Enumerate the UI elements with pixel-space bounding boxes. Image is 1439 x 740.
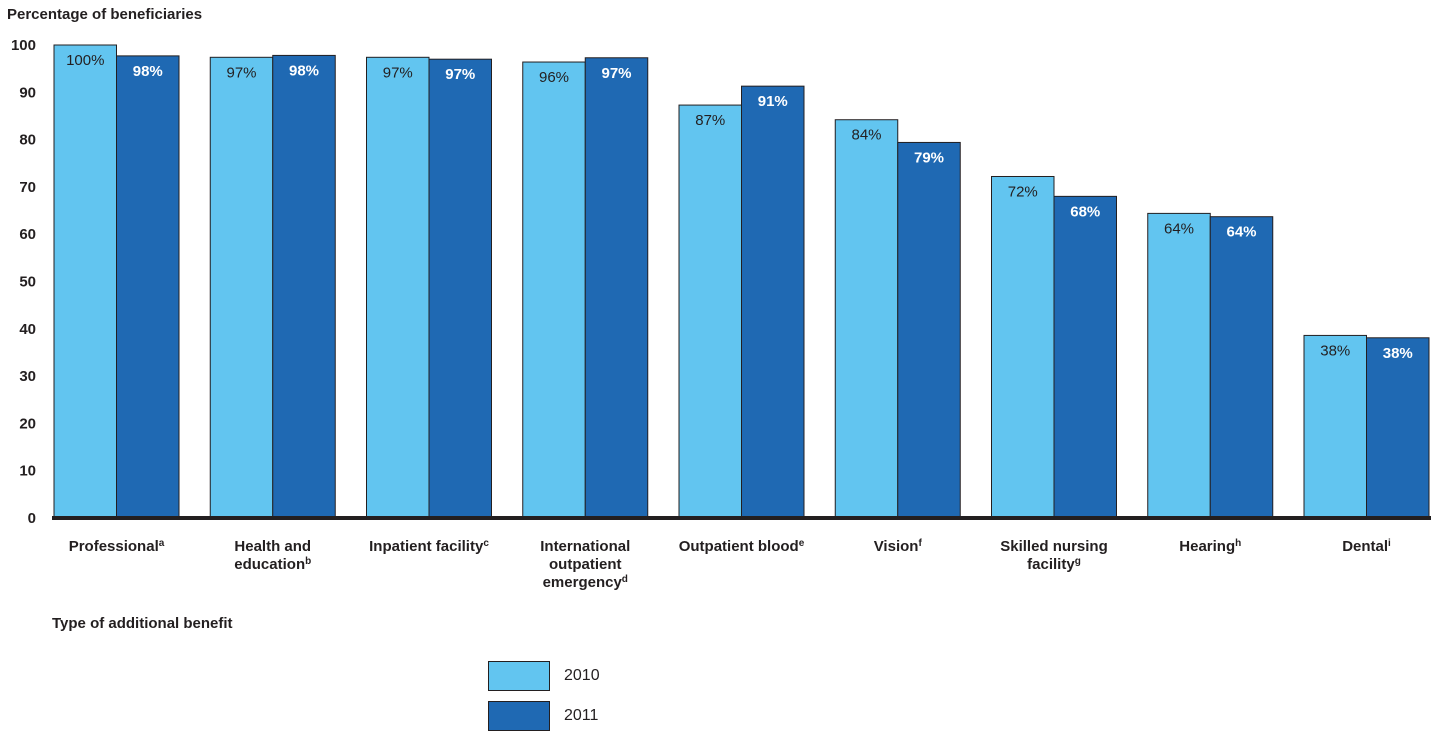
y-tick-label: 10 <box>19 463 36 480</box>
category-name: Dental <box>1342 538 1388 555</box>
data-label-2011: 97% <box>445 66 475 83</box>
category-name: International outpatient emergency <box>540 538 630 591</box>
data-label-2010: 87% <box>695 112 725 129</box>
x-tick-label: Professionala <box>42 538 192 556</box>
category-name: Skilled nursing facility <box>1000 538 1108 573</box>
y-tick-label: 30 <box>19 368 36 385</box>
data-label-2010: 72% <box>1008 183 1038 200</box>
x-tick-label: Hearingh <box>1135 538 1285 556</box>
bar-2010 <box>210 57 273 518</box>
bar-2010 <box>1148 213 1211 518</box>
category-note: c <box>483 538 489 549</box>
category-note: h <box>1235 538 1241 549</box>
legend-item-2010: 2010 <box>488 660 600 692</box>
bar-2010 <box>367 57 430 518</box>
y-tick-label: 0 <box>28 510 36 527</box>
x-axis-title: Type of additional benefit <box>52 615 233 632</box>
x-tick-label: Outpatient bloode <box>667 538 817 556</box>
data-label-2011: 68% <box>1070 203 1100 220</box>
data-label-2010: 97% <box>226 64 256 81</box>
legend-label-2010: 2010 <box>564 667 600 685</box>
category-note: b <box>305 556 311 567</box>
data-label-2011: 98% <box>133 63 163 80</box>
bar-2010 <box>523 62 586 518</box>
category-note: g <box>1075 556 1081 567</box>
category-note: f <box>918 538 921 549</box>
y-tick-label: 40 <box>19 321 36 338</box>
y-tick-label: 80 <box>19 132 36 149</box>
data-label-2010: 84% <box>851 127 881 144</box>
data-label-2010: 97% <box>383 64 413 81</box>
legend-label-2011: 2011 <box>564 707 598 725</box>
x-tick-label: Health and educationb <box>198 538 348 574</box>
bar-2010 <box>54 45 117 518</box>
data-label-2010: 100% <box>66 52 104 69</box>
data-label-2011: 38% <box>1383 345 1413 362</box>
bar-2011 <box>1367 338 1430 518</box>
x-tick-label: Dentali <box>1292 538 1439 556</box>
bar-2011 <box>429 59 492 518</box>
category-name: Health and education <box>234 538 311 573</box>
x-tick-label: International outpatient emergencyd <box>510 538 660 592</box>
legend-swatch-2010 <box>488 661 550 691</box>
category-note: e <box>799 538 805 549</box>
data-label-2010: 96% <box>539 69 569 86</box>
y-tick-label: 50 <box>19 274 36 291</box>
data-label-2011: 97% <box>601 65 631 82</box>
bar-2010 <box>1304 335 1367 518</box>
data-label-2010: 64% <box>1164 220 1194 237</box>
y-tick-label: 100 <box>11 37 36 54</box>
y-axis-ticks: 0 10 20 30 40 50 60 70 80 90 100 <box>11 37 36 527</box>
category-note: a <box>159 538 165 549</box>
bar-2011 <box>273 55 336 518</box>
bar-2011 <box>585 58 648 518</box>
data-label-2010: 38% <box>1320 342 1350 359</box>
category-name: Outpatient blood <box>679 538 799 555</box>
category-name: Vision <box>874 538 919 555</box>
x-tick-label: Inpatient facilityc <box>354 538 504 556</box>
bar-2010 <box>992 176 1055 518</box>
legend-item-2011: 2011 <box>488 700 600 732</box>
category-name: Inpatient facility <box>369 538 483 555</box>
y-tick-label: 90 <box>19 84 36 101</box>
y-tick-label: 20 <box>19 415 36 432</box>
x-tick-label: Skilled nursing facilityg <box>979 538 1129 574</box>
bar-2011 <box>1054 196 1117 518</box>
data-label-2011: 64% <box>1226 224 1256 241</box>
y-tick-label: 60 <box>19 226 36 243</box>
bars <box>54 45 1429 518</box>
category-note: d <box>622 574 628 585</box>
y-axis-title: Percentage of beneficiaries <box>7 6 202 23</box>
bar-2011 <box>898 142 961 518</box>
data-label-2011: 98% <box>289 62 319 79</box>
bar-2011 <box>1210 217 1273 518</box>
category-name: Professional <box>69 538 159 555</box>
bar-2010 <box>835 120 898 518</box>
bar-2010 <box>679 105 742 518</box>
data-label-2011: 79% <box>914 149 944 166</box>
legend-swatch-2011 <box>488 701 550 731</box>
bar-2011 <box>117 56 180 518</box>
bar-2011 <box>742 86 805 518</box>
y-tick-label: 70 <box>19 179 36 196</box>
data-label-2011: 91% <box>758 93 788 110</box>
category-note: i <box>1388 538 1391 549</box>
x-tick-label: Visionf <box>823 538 973 556</box>
legend: 2010 2011 <box>488 660 600 740</box>
category-name: Hearing <box>1179 538 1235 555</box>
